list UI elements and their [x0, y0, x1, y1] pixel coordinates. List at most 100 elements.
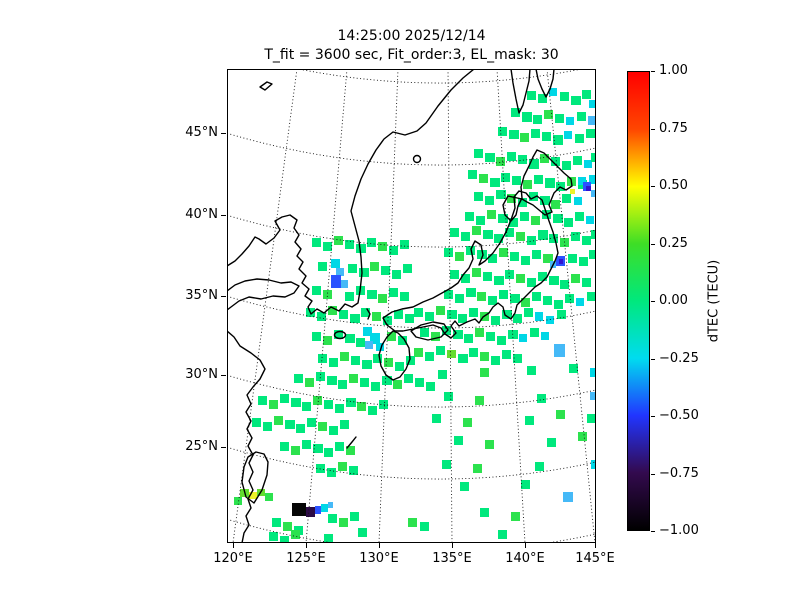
dtec-cell [509, 130, 519, 139]
y-tick-mark [221, 215, 226, 216]
dtec-cell [488, 296, 497, 305]
dtec-cell [291, 530, 300, 539]
title-timestamp: 14:25:00 2025/12/14 [337, 28, 486, 44]
dtec-cell [469, 348, 478, 357]
island-tsushima [366, 308, 371, 320]
dtec-cell [543, 296, 552, 305]
dtec-cell [455, 252, 464, 261]
dtec-cell [292, 503, 306, 516]
dtec-cell [339, 310, 348, 319]
dtec-cell [313, 444, 323, 453]
dtec-cell [442, 460, 451, 469]
y-tick-label: 40°N [185, 207, 218, 222]
x-tick-mark [595, 543, 596, 548]
dtec-cell [458, 314, 467, 323]
dtec-cell [324, 448, 333, 457]
dtec-cell [549, 88, 557, 96]
dtec-cell [566, 117, 574, 125]
dtec-cell [263, 422, 272, 431]
dtec-cell [316, 464, 325, 473]
y-tick-mark [221, 447, 226, 448]
dtec-cell [393, 380, 402, 389]
dtec-cell [516, 274, 525, 283]
dtec-cell [350, 512, 359, 521]
dtec-cell [582, 278, 591, 287]
colorbar-tick-label: −0.50 [659, 408, 699, 423]
dtec-cell [280, 536, 289, 542]
colorbar-tick-label: 0.50 [659, 178, 688, 193]
dtec-cell [589, 250, 595, 259]
dtec-cell [559, 259, 563, 264]
parallel-45n [228, 133, 595, 166]
colorbar-tick-label: 0.25 [659, 235, 688, 251]
x-tick-label: 140°E [505, 551, 545, 566]
dtec-cell [518, 155, 527, 164]
dtec-cell [302, 402, 311, 411]
dtec-cell [505, 270, 514, 279]
dtec-cell [523, 180, 532, 189]
dtec-cell [479, 174, 488, 183]
dtec-cell [472, 226, 481, 235]
y-tick-mark [221, 296, 226, 297]
dtec-cell [359, 268, 369, 277]
coast-hokkaido [502, 149, 573, 222]
parallel-30n [228, 375, 595, 408]
dtec-cell [425, 352, 434, 361]
islet-ring [412, 154, 422, 164]
colorbar-tick-mark [651, 301, 655, 302]
map-svg [228, 70, 595, 542]
dtec-cell [521, 480, 530, 489]
dtec-cell [447, 350, 456, 358]
colorbar-label: dTEC (TECU) [706, 259, 722, 343]
dtec-cell [461, 232, 470, 241]
y-tick-label: 45°N [185, 125, 218, 140]
graticule-grid [228, 70, 595, 542]
dtec-cell [525, 416, 534, 425]
dtec-cell [357, 402, 366, 411]
dtec-cell [363, 327, 372, 336]
dtec-cell [323, 336, 332, 345]
meridian-135e [447, 70, 453, 542]
x-tick-label: 125°E [286, 551, 326, 566]
dtec-cell [516, 232, 525, 241]
dtec-cell [408, 518, 417, 527]
dtec-cell [541, 332, 549, 340]
dtec-cell [571, 274, 580, 283]
dtec-cell [358, 528, 367, 537]
dtec-cell [485, 153, 495, 162]
dtec-cell [499, 248, 508, 257]
dtec-cell [329, 358, 338, 367]
dtec-cell [586, 129, 595, 138]
dtec-cell [389, 288, 398, 297]
dtec-cell [291, 398, 301, 407]
dtec-cell [318, 262, 327, 271]
dtec-cell [313, 396, 322, 405]
dtec-cell [370, 333, 380, 344]
dtec-cell [476, 216, 485, 225]
dtec-cell [370, 262, 379, 271]
coast-kyushu [378, 330, 411, 381]
colorbar-tick-label: −0.75 [659, 465, 699, 481]
dtec-cell [465, 212, 474, 221]
dtec-cell [472, 268, 481, 277]
dtec-cell [345, 334, 355, 343]
dtec-cell [389, 246, 398, 255]
dtec-cell [564, 131, 572, 139]
meridian-130e [378, 70, 399, 542]
dtec-cell [280, 442, 289, 451]
dtec-cell [453, 330, 463, 339]
colorbar-tick-mark [651, 243, 655, 245]
dtec-cell [591, 153, 595, 162]
dtec-cell [591, 190, 595, 197]
dtec-cell [317, 312, 326, 321]
dtec-cell [464, 334, 473, 343]
dtec-cell [426, 382, 435, 391]
dtec-cell [361, 308, 370, 317]
dtec-cell [511, 512, 520, 521]
dtec-cell [533, 115, 542, 124]
dtec-cell [334, 236, 343, 245]
dtec-cell [527, 278, 536, 287]
dtec-cell [490, 178, 500, 187]
dtec-cell [488, 254, 497, 263]
dtec-cell [575, 212, 584, 221]
